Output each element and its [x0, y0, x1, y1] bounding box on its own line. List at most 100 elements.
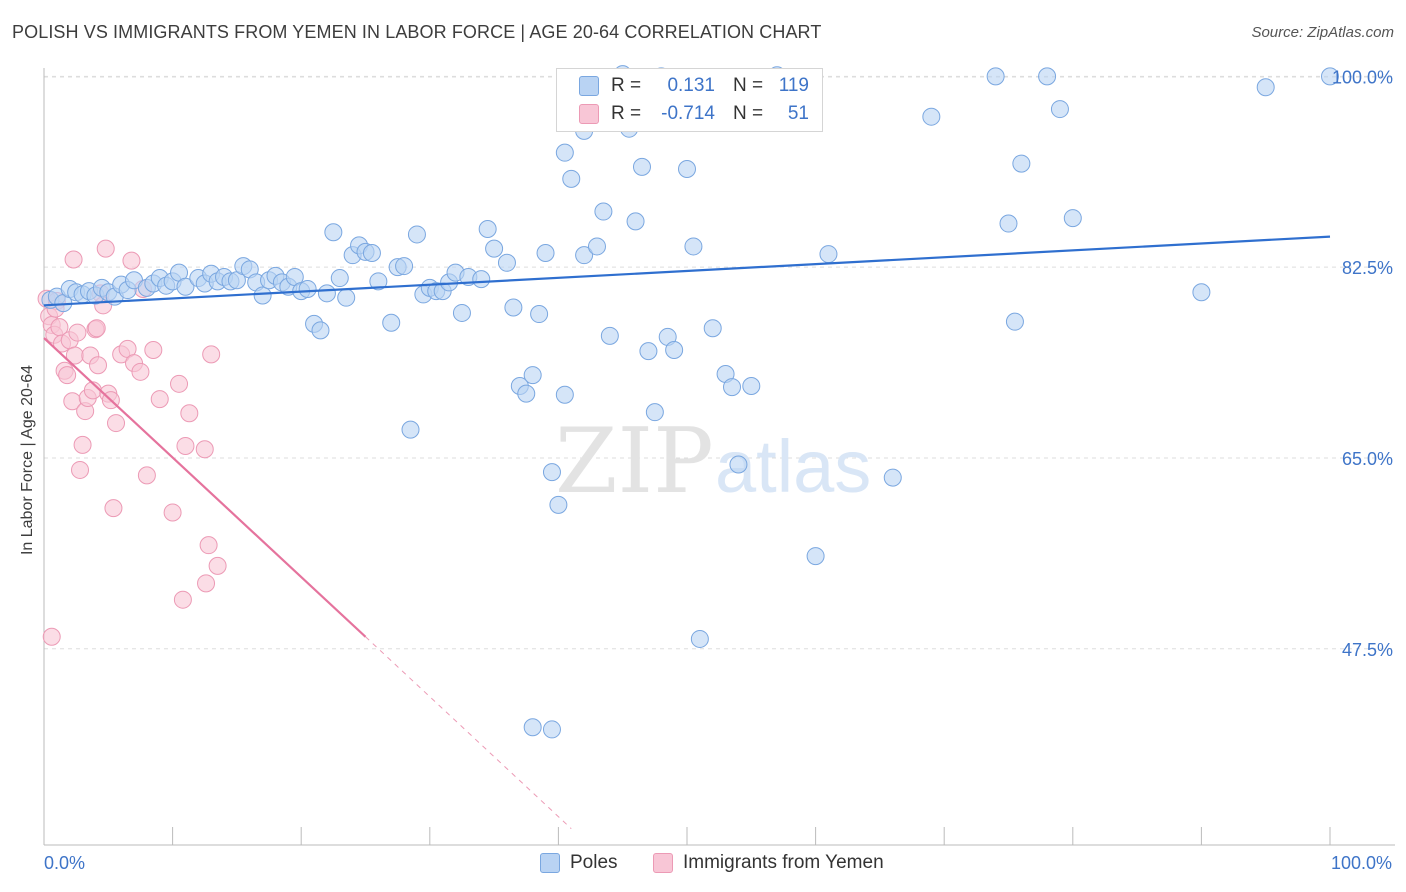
poles-legend-swatch [540, 853, 560, 873]
r-value: -0.714 [661, 103, 715, 124]
y-tick-labels: 47.5% 65.0% 82.5% 100.0% [1332, 67, 1393, 659]
poles-point [690, 629, 709, 648]
poles-point [542, 463, 561, 482]
poles-point [497, 253, 516, 272]
poles-point [626, 212, 645, 231]
yemen-point [170, 374, 189, 393]
watermark: ZIP atlas [555, 409, 871, 514]
watermark-zip: ZIP [555, 409, 714, 514]
poles-point [645, 403, 664, 422]
yemen-swatch [579, 104, 599, 124]
legend-item-poles[interactable]: Poles [540, 852, 618, 874]
poles-point [1192, 283, 1211, 302]
poles-point [555, 143, 574, 162]
r-label: R = [611, 103, 642, 124]
y-tick-label: 47.5% [1342, 640, 1393, 660]
poles-point [986, 67, 1005, 86]
poles-point [401, 420, 420, 439]
yemen-point [71, 460, 90, 479]
poles-point [504, 298, 523, 317]
poles-point [452, 303, 471, 322]
r-label: R = [611, 75, 642, 96]
poles-point [485, 239, 504, 258]
r-value: 0.131 [667, 75, 715, 96]
poles-swatch [579, 76, 599, 96]
legend-item-yemen[interactable]: Immigrants from Yemen [653, 852, 884, 874]
series-legend: Poles Immigrants from Yemen [0, 852, 1406, 878]
poles-point [1063, 209, 1082, 228]
poles-point [317, 284, 336, 303]
poles-point [883, 468, 902, 487]
poles-point [684, 237, 703, 256]
legend-row-yemen: R = -0.714 N = 51 [579, 102, 809, 126]
poles-point [253, 286, 272, 305]
yemen-point [122, 251, 141, 270]
poles-point [1012, 154, 1031, 173]
poles-point [530, 305, 549, 324]
poles-point [632, 157, 651, 176]
yemen-trend-extension [365, 636, 572, 830]
poles-point [703, 319, 722, 338]
poles-point [1005, 312, 1024, 331]
yemen-point [163, 503, 182, 522]
poles-point [472, 270, 491, 289]
poles-point [562, 169, 581, 188]
yemen-point [73, 435, 92, 454]
yemen-point [202, 345, 221, 364]
yemen-point [64, 250, 83, 269]
poles-point [298, 279, 317, 298]
yemen-point [180, 404, 199, 423]
source-label: Source: ZipAtlas.com [1251, 24, 1394, 41]
poles-points [41, 65, 1339, 739]
poles-point [536, 243, 555, 262]
poles-point [639, 342, 658, 361]
poles-point [523, 366, 542, 385]
poles-point [806, 547, 825, 566]
poles-point [555, 385, 574, 404]
poles-point [729, 455, 748, 474]
yemen-legend-label: Immigrants from Yemen [683, 852, 884, 873]
poles-point [523, 718, 542, 737]
poles-point [678, 160, 696, 179]
poles-point [478, 219, 497, 238]
poles-point [922, 107, 941, 126]
poles-point [600, 326, 619, 345]
poles-point [1321, 67, 1339, 86]
poles-point [819, 245, 838, 264]
chart-title: POLISH VS IMMIGRANTS FROM YEMEN IN LABOR… [12, 22, 822, 42]
poles-trend-line [43, 235, 1331, 307]
poles-point [517, 384, 536, 403]
x-tick-label-max: 100.0% [1330, 853, 1392, 873]
yemen-point [87, 319, 106, 338]
n-label: N = [733, 103, 764, 124]
trend-lines [43, 235, 1331, 830]
poles-point [575, 246, 594, 265]
poles-point [324, 223, 343, 242]
yemen-point [199, 536, 218, 555]
yemen-trend-line [43, 337, 367, 638]
poles-legend-label: Poles [570, 852, 618, 873]
x-tick-label-min: 0.0% [44, 853, 86, 873]
poles-point [1256, 78, 1275, 97]
n-label: N = [733, 75, 764, 96]
y-tick-label: 65.0% [1342, 449, 1393, 469]
poles-point [176, 277, 195, 296]
poles-point [382, 313, 401, 332]
yemen-point [176, 436, 195, 455]
y-tick-label: 100.0% [1332, 67, 1393, 87]
yemen-point [195, 440, 214, 459]
yemen-point [68, 323, 87, 342]
stats-legend: R = 0.131 N = 119 R = -0.714 N = 51 [556, 68, 823, 132]
poles-point [330, 269, 349, 288]
poles-point [337, 288, 356, 307]
poles-point [362, 243, 381, 262]
yemen-point [107, 414, 126, 433]
legend-row-poles: R = 0.131 N = 119 [579, 74, 809, 98]
poles-point [549, 495, 568, 514]
yemen-point [42, 627, 61, 646]
poles-point [723, 378, 742, 397]
yemen-point [96, 239, 115, 258]
poles-point [369, 272, 388, 291]
yemen-point [137, 466, 156, 485]
